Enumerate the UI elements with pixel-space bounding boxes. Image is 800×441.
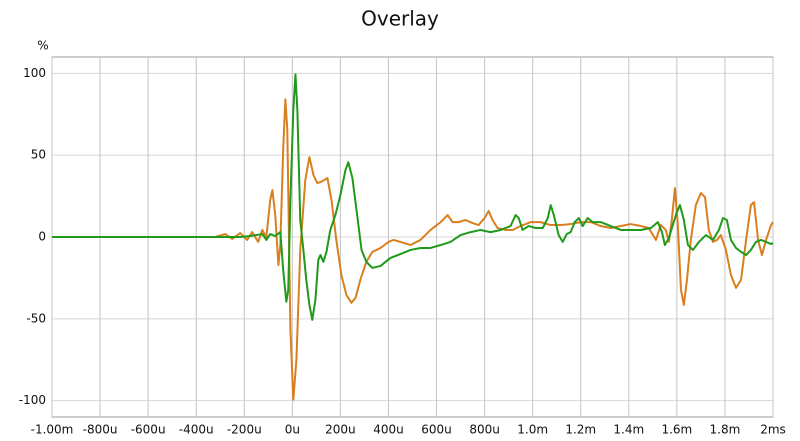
y-axis-label: % xyxy=(37,39,48,53)
line-series xyxy=(52,73,774,321)
y-tick-label: -100 xyxy=(19,393,46,407)
x-tick-label: 2ms xyxy=(760,423,786,437)
x-tick-label: 1.2m xyxy=(565,423,596,437)
x-tick-label: 0u xyxy=(285,423,300,437)
y-tick-label: -50 xyxy=(26,311,46,325)
x-tick-label: -600u xyxy=(131,423,166,437)
x-tick-label: 200u xyxy=(325,423,356,437)
y-tick-label: 50 xyxy=(31,148,46,162)
x-tick-label: 600u xyxy=(421,423,452,437)
chart-title: Overlay xyxy=(361,7,439,31)
y-tick-label: 0 xyxy=(38,230,46,244)
x-tick-label: -800u xyxy=(83,423,118,437)
x-tick-label: 400u xyxy=(373,423,404,437)
x-tick-label: 1.0m xyxy=(517,423,548,437)
x-tick-label: 1.6m xyxy=(661,423,692,437)
line-series xyxy=(52,98,774,401)
x-tick-label: 800u xyxy=(469,423,500,437)
x-tick-label: 1.8m xyxy=(710,423,741,437)
x-tick-label: 1.4m xyxy=(613,423,644,437)
x-tick-label: -400u xyxy=(179,423,214,437)
y-tick-label: 100 xyxy=(23,66,46,80)
x-tick-label: -1.00m xyxy=(31,423,74,437)
x-tick-label: -200u xyxy=(227,423,262,437)
